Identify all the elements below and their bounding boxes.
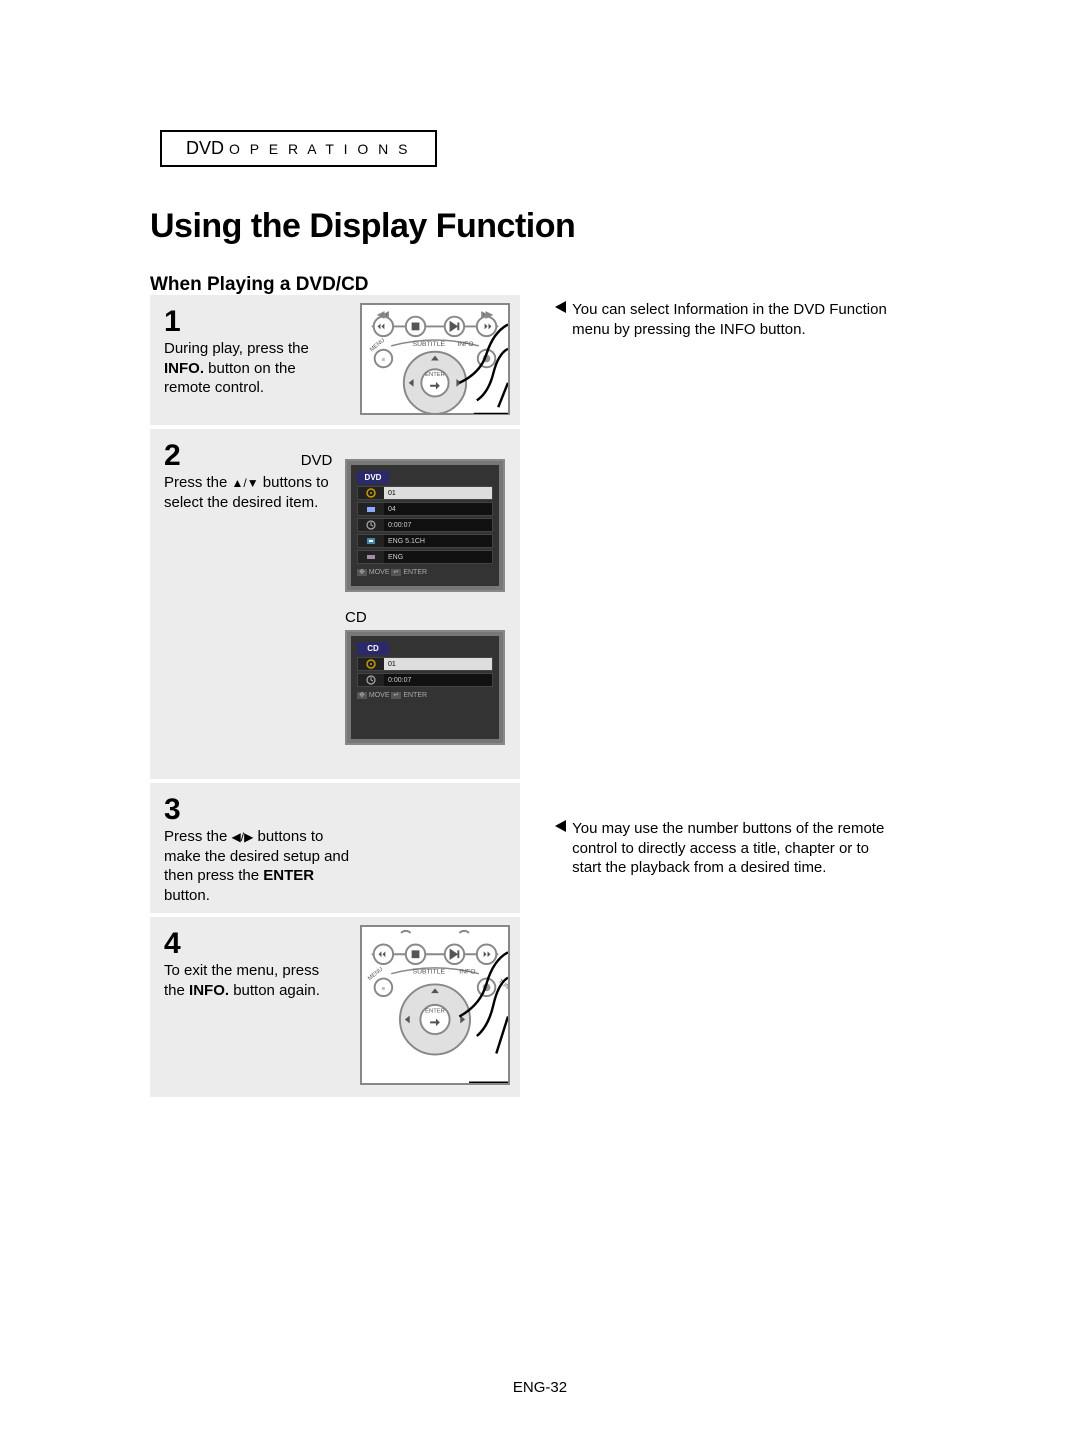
section-label-box: DVD O P E R A T I O N S — [160, 130, 437, 167]
tv-screen-dvd: DVD 01 04 0:00:07 ENG 5.1CH ENG ✥MOVE ↵ENTER — [351, 465, 499, 586]
step-3: 3 Press the ◀/▶ buttons to make the desi… — [150, 783, 520, 913]
svg-text:INFO: INFO — [457, 341, 473, 348]
osd-row-value: 01 — [384, 658, 492, 670]
osd-row-value: 04 — [384, 503, 492, 515]
step-3-post: button. — [164, 887, 210, 904]
osd-row: 01 — [357, 486, 493, 500]
remote-svg-1: ◀◀ ▶▶ SUBTITLE INFO ≡ MENU ENTER — [362, 305, 508, 414]
svg-text:≡: ≡ — [382, 986, 386, 992]
osd-cd-label: CD — [345, 609, 505, 626]
osd-row-value: 0:00:07 — [384, 674, 492, 686]
osd-row-icon — [358, 551, 384, 563]
tv-frame-cd: CD 01 0:00:07 ✥MOVE ↵ENTER — [345, 630, 505, 745]
step-1-pre: During play, press the — [164, 340, 309, 357]
osd-row-icon — [358, 535, 384, 547]
osd-row-icon — [358, 658, 384, 670]
tv-frame-dvd: DVD 01 04 0:00:07 ENG 5.1CH ENG ✥MOVE ↵ENTER — [345, 459, 505, 592]
section-label-prefix: DVD — [186, 138, 229, 158]
side-note-1: You can select Information in the DVD Fu… — [555, 300, 915, 339]
page-title: Using the Display Function — [150, 207, 940, 246]
osd-dvd-move: MOVE — [369, 569, 390, 576]
note-arrow-icon — [555, 820, 566, 832]
osd-row: ENG — [357, 550, 493, 564]
tv-screen-cd: CD 01 0:00:07 ✥MOVE ↵ENTER — [351, 636, 499, 739]
step-2-number: 2 — [164, 439, 181, 473]
osd-dvd-foot: ✥MOVE ↵ENTER — [357, 566, 493, 576]
osd-row-value: ENG — [384, 551, 492, 563]
osd-row: 0:00:07 — [357, 518, 493, 532]
steps-column: 1 During play, press the INFO. button on… — [150, 295, 520, 1101]
step-3-pre: Press the — [164, 828, 232, 845]
dvd-osd: DVD 01 04 0:00:07 ENG 5.1CH ENG ✥MOVE ↵ENTER — [345, 459, 505, 592]
osd-row-value: 0:00:07 — [384, 519, 492, 531]
svg-text:SUBTITLE: SUBTITLE — [413, 969, 446, 976]
step-3-number: 3 — [164, 793, 506, 827]
remote-illustration-1: ◀◀ ▶▶ SUBTITLE INFO ≡ MENU ENTER — [360, 303, 510, 415]
osd-dvd-label: DVD — [301, 452, 333, 469]
step-4-text: To exit the menu, press the INFO. button… — [164, 961, 334, 1000]
osd-row-icon — [358, 674, 384, 686]
step-4-post: button again. — [229, 982, 320, 999]
osd-dvd-header: DVD — [357, 471, 389, 484]
step-1-bold: INFO. — [164, 360, 204, 377]
svg-text:INFO: INFO — [459, 969, 475, 976]
osd-row: ENG 5.1CH — [357, 534, 493, 548]
svg-text:≡: ≡ — [382, 357, 386, 363]
osd-row: 04 — [357, 502, 493, 516]
cd-osd: CD CD 01 0:00:07 ✥MOVE ↵ENTER — [345, 609, 505, 745]
osd-row-icon — [358, 503, 384, 515]
osd-dvd-rows: 01 04 0:00:07 ENG 5.1CH ENG — [357, 486, 493, 564]
note-3-text: You may use the number buttons of the re… — [572, 819, 902, 878]
osd-row-value: 01 — [384, 487, 492, 499]
step-4-bold: INFO. — [189, 982, 229, 999]
osd-row-value: ENG 5.1CH — [384, 535, 492, 547]
svg-text:◀◀: ◀◀ — [379, 313, 388, 319]
note-arrow-icon — [555, 301, 566, 313]
osd-dvd-enter: ENTER — [403, 569, 427, 576]
remote-illustration-4: SUBTITLE INFO ≡ MENU TUN ENTER — [360, 925, 510, 1085]
remote-svg-4: SUBTITLE INFO ≡ MENU TUN ENTER — [362, 927, 508, 1083]
step-3-text: Press the ◀/▶ buttons to make the desire… — [164, 827, 354, 905]
svg-text:SUBTITLE: SUBTITLE — [413, 341, 446, 348]
step-2-text: Press the ▲/▼ buttons to select the desi… — [164, 473, 334, 512]
step-1: 1 During play, press the INFO. button on… — [150, 295, 520, 425]
page-subhead: When Playing a DVD/CD — [150, 274, 940, 296]
step-4: 4 To exit the menu, press the INFO. butt… — [150, 917, 520, 1097]
osd-row-icon — [358, 487, 384, 499]
step-2-pre: Press the — [164, 474, 232, 491]
osd-row: 0:00:07 — [357, 673, 493, 687]
osd-row: 01 — [357, 657, 493, 671]
svg-text:ENTER: ENTER — [425, 372, 445, 378]
step-1-text: During play, press the INFO. button on t… — [164, 339, 334, 398]
step-2-sym: ▲/▼ — [232, 476, 259, 490]
osd-cd-move: MOVE — [369, 692, 390, 699]
osd-cd-header: CD — [357, 642, 389, 655]
osd-cd-foot: ✥MOVE ↵ENTER — [357, 689, 493, 699]
side-note-3: You may use the number buttons of the re… — [555, 819, 915, 878]
page-number: ENG-32 — [0, 1379, 1080, 1396]
manual-page: DVD O P E R A T I O N S Using the Displa… — [0, 0, 1080, 1456]
osd-cd-rows: 01 0:00:07 — [357, 657, 493, 687]
svg-text:▶▶: ▶▶ — [482, 313, 491, 319]
osd-cd-enter: ENTER — [403, 692, 427, 699]
step-3-sym: ◀/▶ — [232, 830, 254, 844]
step-3-bold: ENTER — [263, 867, 314, 884]
osd-row-icon — [358, 519, 384, 531]
svg-text:ENTER: ENTER — [425, 1009, 445, 1015]
note-1-text: You can select Information in the DVD Fu… — [572, 300, 902, 339]
section-label-rest: O P E R A T I O N S — [229, 141, 411, 157]
step-2: 2 DVD Press the ▲/▼ buttons to select th… — [150, 429, 520, 779]
